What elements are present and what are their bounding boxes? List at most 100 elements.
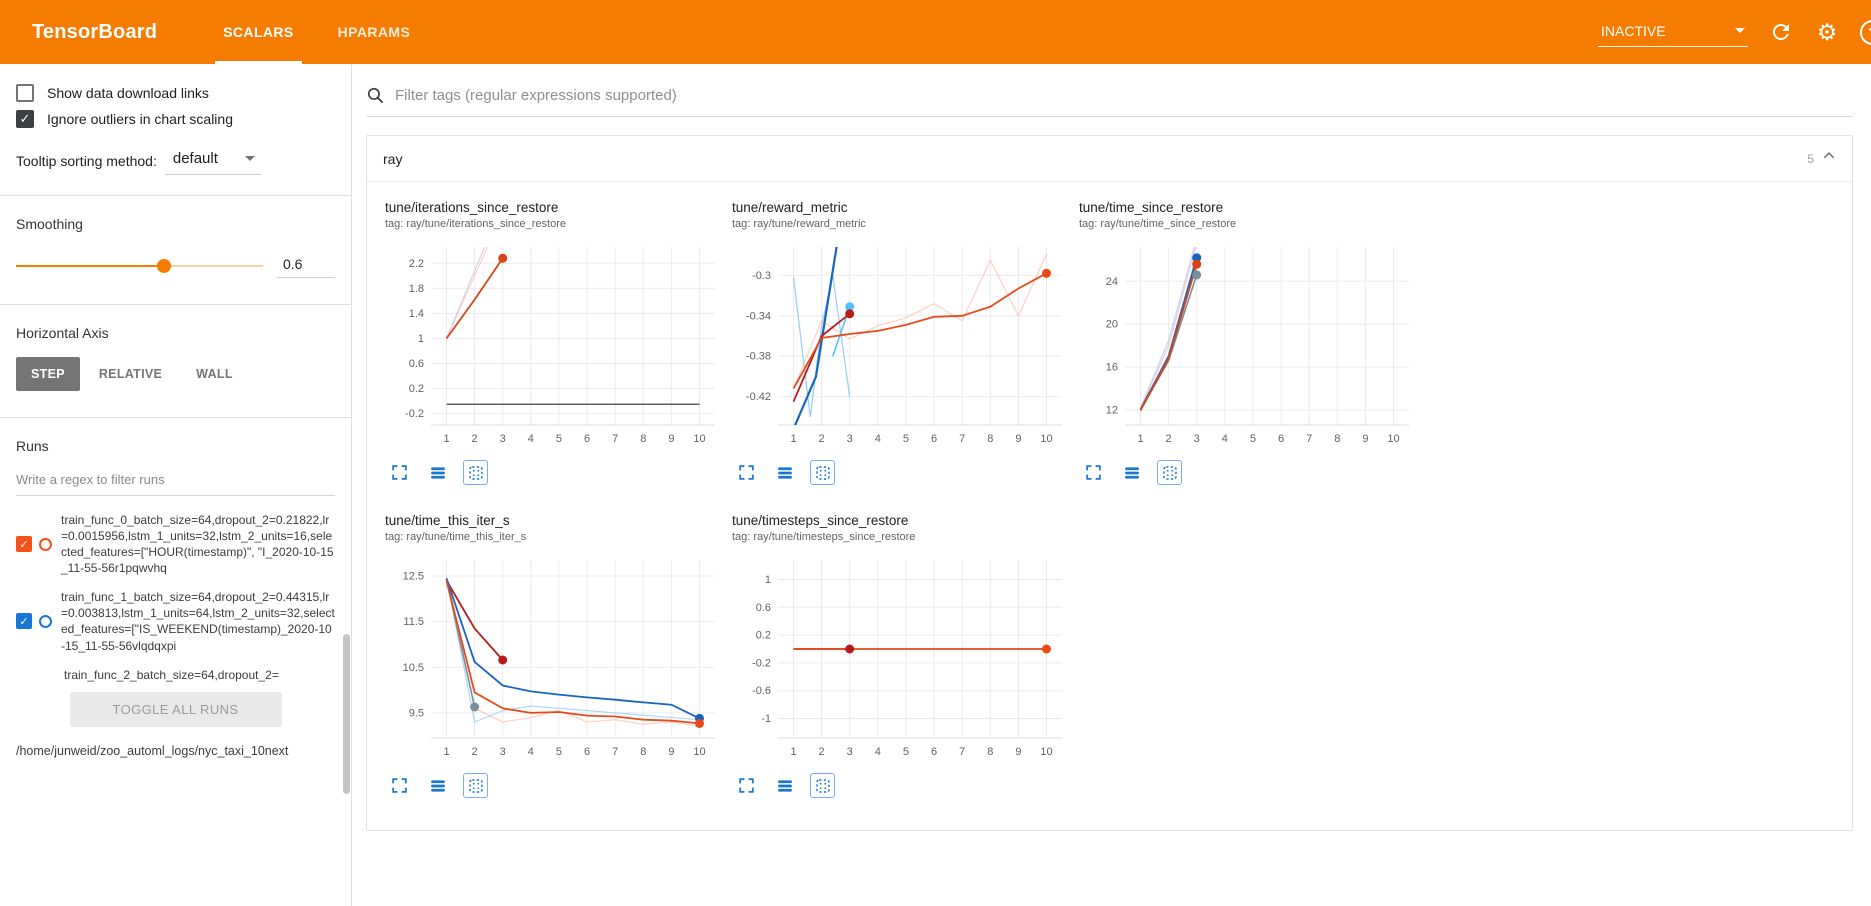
run-radio[interactable] bbox=[39, 614, 52, 628]
tag-filter-bar[interactable] bbox=[366, 86, 1853, 117]
svg-text:6: 6 bbox=[584, 433, 590, 445]
run-label: train_func_2_batch_size=64,dropout_2= bbox=[64, 667, 279, 682]
run-checkbox[interactable]: ✓ bbox=[16, 613, 32, 630]
app-title: TensorBoard bbox=[32, 20, 158, 43]
run-checkbox[interactable]: ✓ bbox=[16, 536, 32, 553]
chart-tag: tag: ray/tune/timesteps_since_restore bbox=[732, 531, 916, 543]
help-icon[interactable]: ? bbox=[1860, 19, 1871, 45]
svg-text:0.6: 0.6 bbox=[756, 602, 771, 614]
svg-text:-0.3: -0.3 bbox=[752, 270, 771, 282]
expand-chart-icon[interactable] bbox=[734, 460, 759, 485]
svg-text:12: 12 bbox=[1106, 405, 1118, 417]
tab-hparams[interactable]: HPARAMS bbox=[337, 24, 411, 40]
svg-text:-0.6: -0.6 bbox=[752, 685, 771, 697]
reload-status-select[interactable]: INACTIVE bbox=[1598, 18, 1748, 47]
settings-icon[interactable]: ⚙ bbox=[1816, 18, 1838, 45]
svg-text:2.2: 2.2 bbox=[409, 258, 424, 270]
reload-status-value: INACTIVE bbox=[1601, 22, 1666, 39]
show-download-links-checkbox[interactable]: Show data download links bbox=[16, 84, 335, 102]
axis-step-button[interactable]: STEP bbox=[16, 357, 80, 391]
svg-text:6: 6 bbox=[931, 746, 937, 758]
runs-selector-icon[interactable] bbox=[772, 460, 797, 485]
svg-text:-0.42: -0.42 bbox=[746, 391, 771, 403]
run-radio[interactable] bbox=[39, 537, 52, 551]
sidebar: Show data download links ✓ Ignore outlie… bbox=[0, 64, 352, 906]
checkbox-icon[interactable] bbox=[16, 84, 34, 102]
chevron-up-icon[interactable] bbox=[1822, 149, 1836, 168]
fit-domain-icon[interactable] bbox=[463, 460, 488, 485]
runs-selector-icon[interactable] bbox=[425, 460, 450, 485]
slider-thumb[interactable] bbox=[157, 259, 172, 273]
content-area: Show data download links ✓ Ignore outlie… bbox=[0, 64, 1871, 906]
divider bbox=[0, 304, 351, 305]
run-item[interactable]: train_func_2_batch_size=64,dropout_2= bbox=[16, 667, 335, 684]
tag-filter-input[interactable] bbox=[395, 87, 1853, 104]
chart-plot[interactable]: 1 2 3 4 5 6 7 8 9 10 -0.42 -0.38 -0.34 -0.3 bbox=[732, 241, 1068, 447]
run-label: train_func_1_batch_size=64,dropout_2=0.4… bbox=[61, 590, 335, 653]
svg-text:8: 8 bbox=[640, 433, 646, 445]
tag-group-name: ray bbox=[383, 150, 403, 167]
svg-text:3: 3 bbox=[500, 433, 506, 445]
header-actions: INACTIVE ⚙ ? bbox=[1598, 18, 1871, 47]
chart-title: tune/timesteps_since_restore bbox=[732, 513, 909, 528]
svg-text:1: 1 bbox=[443, 433, 449, 445]
checkbox-label: Show data download links bbox=[47, 85, 209, 101]
run-item[interactable]: ✓ train_func_1_batch_size=64,dropout_2=0.… bbox=[16, 589, 335, 653]
chart-plot[interactable]: 1 2 3 4 5 6 7 8 9 10 -0.2 0.2 0.6 1 1.4 1.8 2.2 bbox=[385, 241, 721, 447]
runs-selector-icon[interactable] bbox=[772, 773, 797, 798]
runs-selector-icon[interactable] bbox=[425, 773, 450, 798]
svg-text:2: 2 bbox=[472, 433, 478, 445]
fit-domain-icon[interactable] bbox=[810, 460, 835, 485]
search-icon bbox=[366, 86, 385, 105]
fit-domain-icon[interactable] bbox=[810, 773, 835, 798]
svg-text:-0.34: -0.34 bbox=[746, 310, 771, 322]
expand-chart-icon[interactable] bbox=[387, 773, 412, 798]
svg-text:4: 4 bbox=[528, 433, 534, 445]
refresh-icon[interactable] bbox=[1768, 19, 1794, 45]
runs-filter-input[interactable] bbox=[16, 466, 335, 496]
axis-wall-button[interactable]: WALL bbox=[181, 357, 248, 391]
chart-title: tune/time_since_restore bbox=[1079, 200, 1224, 215]
svg-text:1.8: 1.8 bbox=[409, 283, 424, 295]
chevron-down-icon bbox=[1735, 28, 1745, 33]
chart-card: tune/reward_metric tag: ray/tune/reward_m… bbox=[726, 194, 1073, 491]
svg-text:24: 24 bbox=[1106, 276, 1118, 288]
fit-domain-icon[interactable] bbox=[1157, 460, 1182, 485]
tag-group-card: ray 5 tune/iterations_since_restore tag: … bbox=[366, 135, 1853, 831]
chart-tag: tag: ray/tune/iterations_since_restore bbox=[385, 218, 566, 230]
tab-scalars[interactable]: SCALARS bbox=[201, 0, 315, 64]
chart-actions bbox=[385, 460, 720, 485]
expand-chart-icon[interactable] bbox=[1081, 460, 1106, 485]
fit-domain-icon[interactable] bbox=[463, 773, 488, 798]
expand-chart-icon[interactable] bbox=[734, 773, 759, 798]
checkbox-icon[interactable]: ✓ bbox=[16, 110, 34, 128]
smoothing-slider[interactable] bbox=[16, 259, 263, 273]
svg-text:9: 9 bbox=[668, 433, 674, 445]
axis-relative-button[interactable]: RELATIVE bbox=[84, 357, 177, 391]
svg-text:10: 10 bbox=[1387, 433, 1399, 445]
tooltip-sorting-select[interactable]: default bbox=[164, 146, 261, 175]
run-item[interactable]: ✓ train_func_0_batch_size=64,dropout_2=0.… bbox=[16, 512, 335, 576]
svg-text:5: 5 bbox=[903, 433, 909, 445]
svg-text:5: 5 bbox=[903, 746, 909, 758]
toggle-all-runs-button[interactable]: TOGGLE ALL RUNS bbox=[69, 691, 282, 727]
svg-text:9: 9 bbox=[1015, 746, 1021, 758]
chart-plot[interactable]: 1 2 3 4 5 6 7 8 9 10 -1 -0.6 -0.2 0.2 0.6 1 bbox=[732, 554, 1068, 760]
svg-text:7: 7 bbox=[1306, 433, 1312, 445]
runs-selector-icon[interactable] bbox=[1119, 460, 1144, 485]
svg-text:2: 2 bbox=[472, 746, 478, 758]
svg-text:3: 3 bbox=[1194, 433, 1200, 445]
svg-text:3: 3 bbox=[500, 746, 506, 758]
chart-plot[interactable]: 1 2 3 4 5 6 7 8 9 10 9.5 10.5 11.5 12.5 bbox=[385, 554, 721, 760]
ignore-outliers-checkbox[interactable]: ✓ Ignore outliers in chart scaling bbox=[16, 110, 335, 128]
tag-group-header[interactable]: ray 5 bbox=[367, 136, 1852, 182]
svg-text:1.4: 1.4 bbox=[409, 308, 424, 320]
chart-tag: tag: ray/tune/reward_metric bbox=[732, 218, 866, 230]
expand-chart-icon[interactable] bbox=[387, 460, 412, 485]
sidebar-scrollbar[interactable] bbox=[343, 634, 350, 794]
chart-card: tune/iterations_since_restore tag: ray/tu… bbox=[379, 194, 726, 491]
smoothing-value-input[interactable]: 0.6 bbox=[277, 254, 335, 278]
chart-tag: tag: ray/tune/time_since_restore bbox=[1079, 218, 1237, 230]
svg-text:1: 1 bbox=[765, 574, 771, 586]
